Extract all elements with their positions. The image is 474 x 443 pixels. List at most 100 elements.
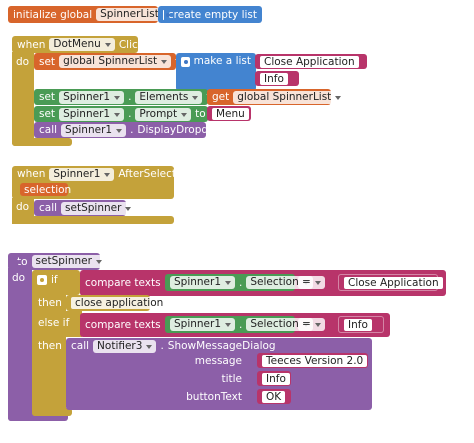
keyword: call: [39, 202, 58, 214]
separator: .: [160, 340, 164, 352]
call-method-block[interactable]: call Spinner1 . DisplayDropdown: [34, 122, 230, 138]
component-dropdown[interactable]: Spinner1: [170, 276, 236, 289]
component-dropdown[interactable]: Spinner1: [59, 107, 125, 121]
gear-icon: [181, 57, 190, 67]
set-variable-block[interactable]: set global SpinnerList to: [34, 53, 186, 70]
keyword: when: [17, 38, 46, 51]
text-value[interactable]: Teeces Version 2.0: [262, 354, 368, 367]
event-header[interactable]: when DotMenu Click: [12, 36, 144, 53]
get-variable-block[interactable]: get global SpinnerList: [207, 89, 346, 105]
make-a-list-block[interactable]: make a list: [176, 53, 256, 91]
text-block[interactable]: Menu: [207, 106, 251, 121]
keyword: else if: [38, 317, 70, 329]
block-label: make a list: [193, 55, 251, 67]
keyword: do: [12, 272, 26, 284]
text-block[interactable]: Info: [255, 71, 299, 86]
component-dropdown[interactable]: Notifier3: [93, 340, 157, 353]
text-value[interactable]: Close Application: [344, 276, 443, 289]
keyword: get: [212, 91, 230, 103]
event-footer: [12, 138, 72, 146]
keyword: then: [38, 340, 62, 352]
gear-icon: [163, 9, 170, 20]
method-name: DisplayDropdown: [137, 124, 230, 136]
text-block[interactable]: OK: [257, 389, 291, 404]
component-dropdown[interactable]: Spinner1: [59, 90, 125, 104]
event-name: Click: [118, 38, 144, 51]
text-block[interactable]: Close Application: [255, 54, 367, 69]
call-procedure-block[interactable]: call setSpinner: [34, 200, 136, 216]
block-label: compare texts: [85, 277, 161, 289]
event-footer: [12, 216, 174, 224]
procedure-footer: [8, 412, 68, 421]
argument-name: message: [194, 355, 242, 367]
variable-dropdown[interactable]: global SpinnerList: [59, 55, 172, 68]
close-application-block[interactable]: close application: [66, 295, 168, 311]
component-dropdown[interactable]: DotMenu: [49, 38, 115, 51]
separator: .: [130, 124, 134, 136]
keyword: set: [39, 108, 56, 120]
property-dropdown[interactable]: Selection: [246, 318, 313, 331]
separator: .: [239, 318, 243, 331]
operator-dropdown[interactable]: =: [298, 276, 325, 289]
if-body: [66, 311, 82, 337]
component-dropdown[interactable]: Spinner1: [170, 318, 236, 331]
procedure-body: [8, 268, 32, 421]
set-property-block[interactable]: set Spinner1 . Elements to: [34, 89, 217, 105]
keyword: then: [38, 297, 62, 309]
keyword: set: [39, 91, 56, 103]
call-method-block[interactable]: call Notifier3 . ShowMessageDialog: [66, 338, 372, 410]
text-block[interactable]: Close Application: [338, 274, 443, 291]
keyword: to: [17, 255, 28, 268]
operator-dropdown[interactable]: =: [298, 318, 325, 331]
procedure-dropdown[interactable]: setSpinner: [61, 201, 136, 215]
block-label: compare texts: [85, 319, 161, 331]
procedure-header[interactable]: to setSpinner: [8, 253, 106, 270]
keyword: call: [71, 340, 90, 352]
property-dropdown[interactable]: Elements: [135, 90, 203, 104]
separator: .: [128, 91, 132, 103]
text-block[interactable]: Info: [257, 371, 291, 386]
text-value[interactable]: Close Application: [260, 55, 359, 68]
text-block[interactable]: Info: [338, 316, 384, 333]
gear-icon: [37, 275, 47, 285]
component-dropdown[interactable]: Spinner1: [49, 168, 115, 181]
argument-name: buttonText: [186, 391, 242, 403]
keyword: do: [16, 56, 30, 68]
component-dropdown[interactable]: Spinner1: [61, 123, 127, 137]
keyword: call: [39, 124, 58, 136]
if-body: [32, 290, 66, 416]
text-value[interactable]: Info: [262, 372, 290, 385]
text-block[interactable]: Teeces Version 2.0: [257, 353, 368, 368]
keyword: if: [51, 274, 58, 286]
text-value[interactable]: OK: [262, 390, 286, 403]
keyword: to: [195, 108, 206, 120]
if-footer: [32, 408, 72, 416]
property-dropdown[interactable]: Selection: [246, 276, 313, 289]
argument-name: title: [221, 373, 242, 385]
event-body: [12, 52, 34, 146]
block-label: close application: [71, 297, 168, 309]
init-global-block[interactable]: initialize global SpinnerList to: [8, 6, 187, 23]
parameter[interactable]: selection: [20, 183, 72, 196]
text-value[interactable]: Info: [344, 318, 372, 331]
set-property-block[interactable]: set Spinner1 . Prompt to: [34, 106, 208, 122]
keyword: when: [17, 168, 46, 180]
procedure-name[interactable]: setSpinner: [31, 255, 106, 268]
variable-name[interactable]: SpinnerList: [96, 8, 173, 21]
parameter-name: selection: [24, 183, 72, 196]
get-property-block[interactable]: Spinner1 . Selection: [165, 274, 313, 291]
event-name: AfterSelecting: [118, 168, 193, 180]
text-value[interactable]: Info: [260, 72, 288, 85]
method-name: ShowMessageDialog: [167, 340, 276, 352]
create-empty-list-block[interactable]: create empty list: [158, 6, 262, 23]
text-value[interactable]: Menu: [212, 107, 249, 120]
keyword: initialize global: [13, 8, 93, 21]
separator: .: [239, 276, 243, 289]
variable-dropdown[interactable]: global SpinnerList: [233, 90, 346, 104]
block-label: create empty list: [167, 8, 257, 21]
event-header[interactable]: when Spinner1 AfterSelecting: [12, 166, 192, 199]
get-property-block[interactable]: Spinner1 . Selection: [165, 316, 313, 333]
keyword: set: [39, 55, 56, 68]
property-dropdown[interactable]: Prompt: [135, 107, 192, 121]
keyword: do: [16, 201, 30, 213]
